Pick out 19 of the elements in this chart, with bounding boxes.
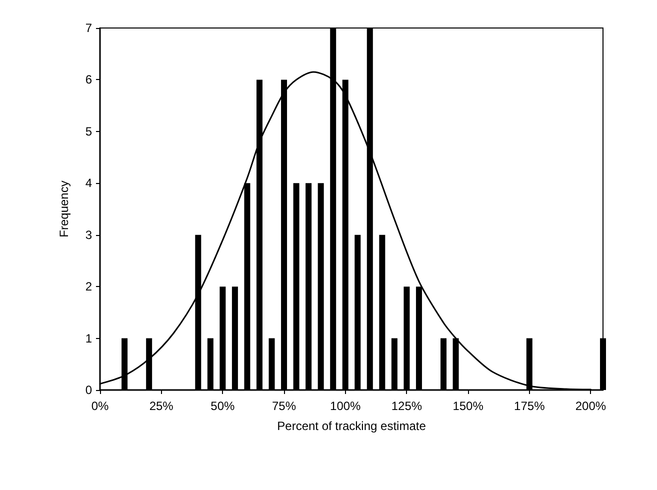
y-tick-label: 0 <box>85 383 92 397</box>
x-tick-label: 100% <box>330 399 362 413</box>
y-tick-label: 7 <box>85 21 92 35</box>
y-tick-label: 3 <box>85 228 92 242</box>
y-tick-label: 5 <box>85 124 92 138</box>
x-tick-label: 150% <box>452 399 484 413</box>
y-tick-label: 4 <box>85 176 92 190</box>
x-tick-label: 175% <box>514 399 546 413</box>
x-axis-title: Percent of tracking estimate <box>277 419 426 433</box>
x-tick-label: 125% <box>391 399 422 413</box>
y-axis-title: Frequency <box>57 180 71 238</box>
x-tick-label: 200% <box>575 399 606 413</box>
x-tick-label: 0% <box>91 399 109 413</box>
y-tick-label: 1 <box>85 331 92 346</box>
x-tick-label: 75% <box>272 399 296 413</box>
y-tick-label: 2 <box>85 280 92 294</box>
x-tick-label: 25% <box>149 399 174 413</box>
y-tick-label: 6 <box>85 72 92 87</box>
x-tick-label: 50% <box>210 399 236 413</box>
